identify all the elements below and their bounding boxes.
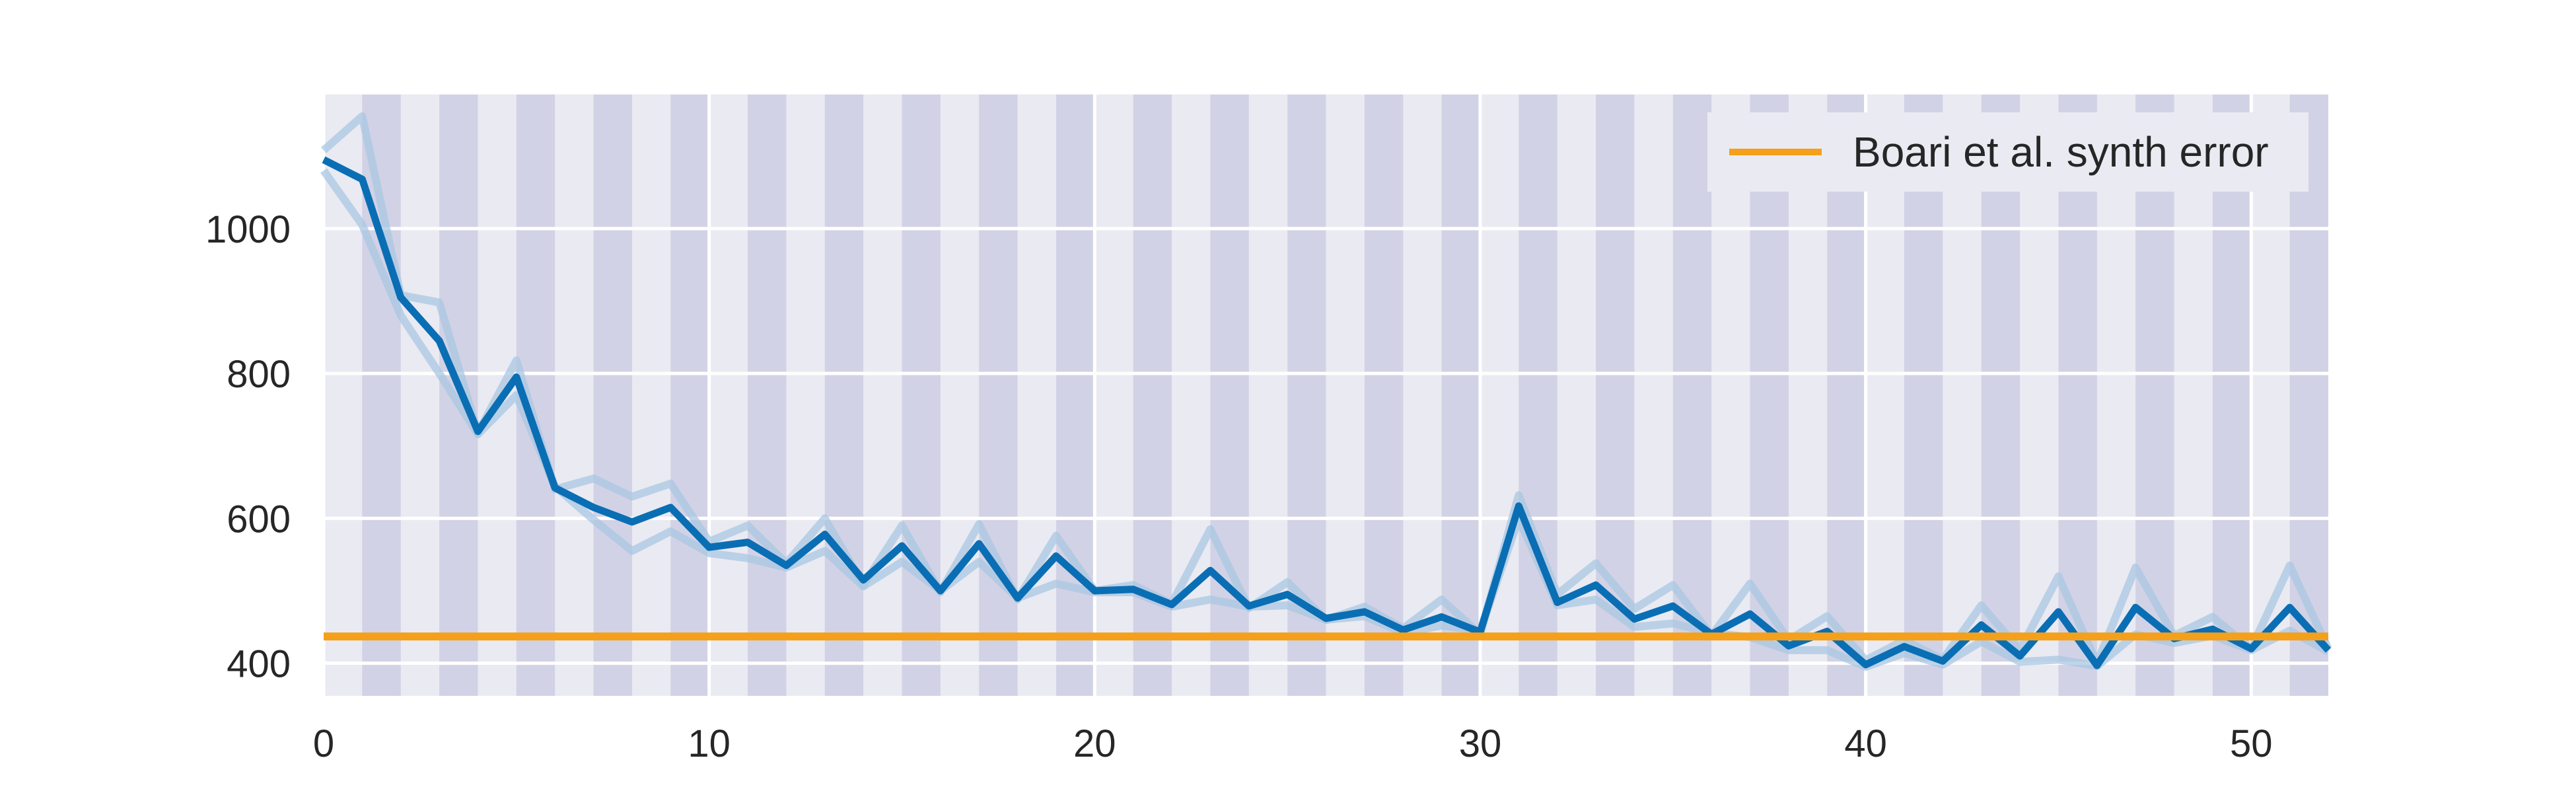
band-19	[1055, 94, 1095, 696]
band-11	[748, 94, 787, 696]
y-tick-label: 1000	[205, 208, 291, 251]
y-tick-label: 600	[227, 498, 291, 541]
y-tick-label: 400	[227, 643, 291, 686]
band-29	[1441, 94, 1480, 696]
x-tick-labels: 0 10 20 30 40 50	[313, 722, 2273, 765]
band-41	[1904, 94, 1943, 696]
band-39	[1827, 94, 1866, 696]
band-1	[362, 94, 401, 696]
band-17	[979, 94, 1018, 696]
legend-label: Boari et al. synth error	[1853, 128, 2269, 176]
y-tick-labels: 400 600 800 1000	[205, 208, 291, 686]
band-43	[1981, 94, 2021, 696]
legend: Boari et al. synth error	[1707, 112, 2308, 192]
band-31	[1519, 94, 1557, 696]
x-tick-label: 0	[313, 722, 334, 765]
x-tick-label: 20	[1073, 722, 1116, 765]
band-49	[2212, 94, 2252, 696]
band-15	[902, 94, 941, 696]
x-tick-label: 40	[1844, 722, 1887, 765]
band-27	[1364, 94, 1404, 696]
y-tick-label: 800	[227, 353, 291, 396]
x-tick-label: 30	[1459, 722, 1502, 765]
band-13	[824, 94, 864, 696]
band-7	[593, 94, 632, 696]
x-tick-label: 50	[2230, 722, 2273, 765]
x-tick-label: 10	[688, 722, 731, 765]
band-9	[670, 94, 709, 696]
band-51	[2289, 94, 2328, 696]
